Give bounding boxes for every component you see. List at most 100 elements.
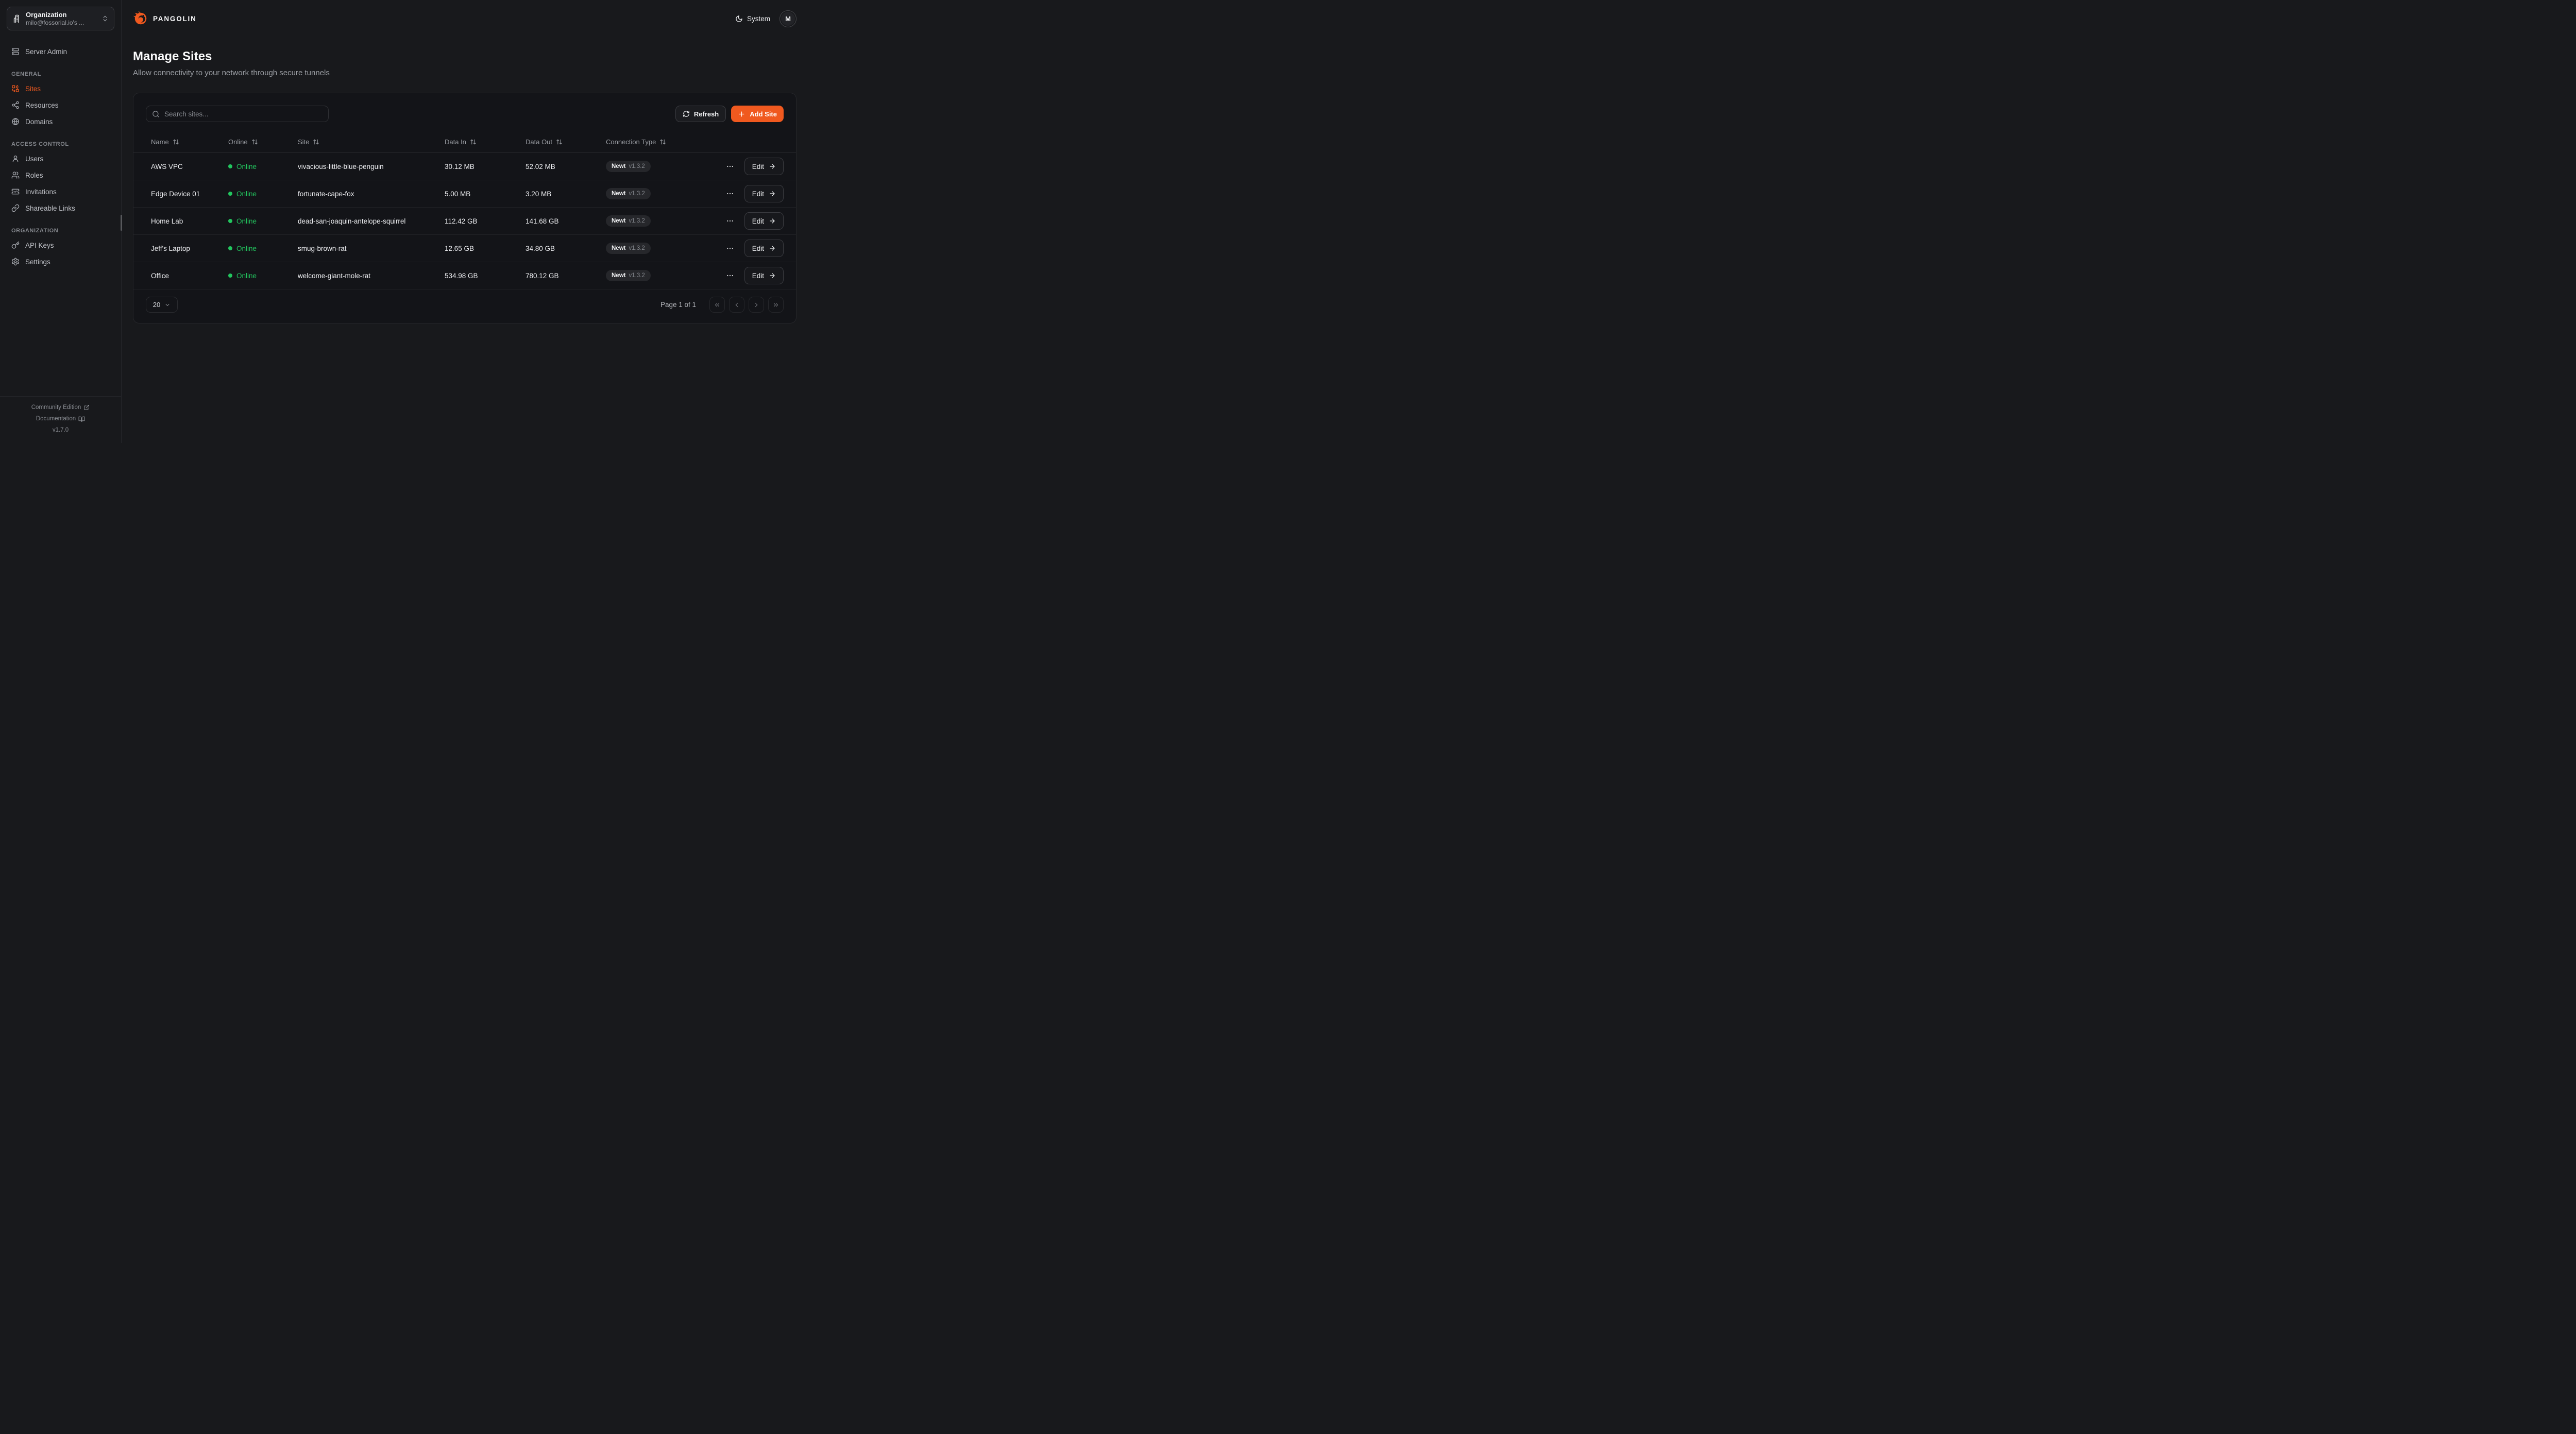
sidebar-item-users[interactable]: Users <box>7 150 114 167</box>
row-menu-button[interactable] <box>726 271 734 280</box>
page-head: Manage Sites Allow connectivity to your … <box>133 49 796 77</box>
sidebar-item-shareable-links[interactable]: Shareable Links <box>7 200 114 216</box>
column-header-name[interactable]: Name <box>146 138 223 146</box>
add-site-label: Add Site <box>750 110 777 118</box>
column-header-connection-type[interactable]: Connection Type <box>601 138 724 146</box>
sidebar-item-label: Shareable Links <box>25 204 75 212</box>
building-icon <box>12 14 21 23</box>
status-label: Online <box>236 190 257 198</box>
column-label: Online <box>228 138 248 146</box>
first-page-button[interactable] <box>709 297 725 313</box>
connection-badge: Newt v1.3.2 <box>606 188 651 199</box>
org-selector[interactable]: Organization milo@fossorial.io's ... <box>7 7 114 30</box>
row-menu-button[interactable] <box>726 217 734 225</box>
sidebar-item-resources[interactable]: Resources <box>7 97 114 113</box>
arrow-right-icon <box>769 272 776 279</box>
refresh-button[interactable]: Refresh <box>675 106 726 122</box>
data-in-value: 30.12 MB <box>445 162 474 170</box>
online-status: Online <box>223 163 293 170</box>
edit-label: Edit <box>752 190 764 198</box>
row-menu-button[interactable] <box>726 190 734 198</box>
data-in-value: 534.98 GB <box>445 271 478 280</box>
site-name: Jeff's Laptop <box>151 244 190 252</box>
edit-label: Edit <box>752 162 764 170</box>
edit-button[interactable]: Edit <box>744 240 784 257</box>
edit-button[interactable]: Edit <box>744 185 784 202</box>
column-label: Data In <box>445 138 466 146</box>
sidebar-item-domains[interactable]: Domains <box>7 113 114 130</box>
row-menu-button[interactable] <box>726 162 734 170</box>
sidebar-item-label: Invitations <box>25 187 57 196</box>
topbar-right: System M <box>735 10 796 27</box>
sidebar-item-settings[interactable]: Settings <box>7 253 114 270</box>
search-input[interactable] <box>164 110 323 118</box>
site-slug: vivacious-little-blue-penguin <box>298 162 384 170</box>
sidebar-scrollbar[interactable] <box>121 215 122 231</box>
previous-page-button[interactable] <box>729 297 744 313</box>
section-title: GENERAL <box>11 71 41 77</box>
community-edition-link[interactable]: Community Edition <box>0 402 121 413</box>
connection-type-cell: Newt v1.3.2 <box>601 161 724 172</box>
data-out-value: 141.68 GB <box>526 217 559 225</box>
section-title: ORGANIZATION <box>11 228 59 234</box>
next-page-button[interactable] <box>749 297 764 313</box>
sidebar-item-invitations[interactable]: Invitations <box>7 183 114 200</box>
pager: Page 1 of 1 <box>660 297 784 313</box>
sidebar-item-server-admin[interactable]: Server Admin <box>7 43 114 60</box>
status-label: Online <box>236 271 257 280</box>
sort-icon <box>470 139 477 145</box>
data-in-value: 5.00 MB <box>445 190 471 198</box>
documentation-label: Documentation <box>36 416 76 422</box>
data-out-value: 52.02 MB <box>526 162 555 170</box>
online-status: Online <box>223 245 293 252</box>
sidebar-item-label: Domains <box>25 117 53 126</box>
sort-icon <box>659 139 666 145</box>
page-info: Page 1 of 1 <box>660 301 696 309</box>
column-label: Name <box>151 138 169 146</box>
arrow-right-icon <box>769 190 776 197</box>
sidebar-item-label: Resources <box>25 101 59 109</box>
sites-icon <box>11 84 20 93</box>
connection-type-label: Newt <box>612 272 626 279</box>
topbar: PANGOLIN System M <box>133 0 796 37</box>
refresh-label: Refresh <box>693 110 719 118</box>
connection-type-cell: Newt v1.3.2 <box>601 188 724 199</box>
edit-button[interactable]: Edit <box>744 158 784 175</box>
sidebar-item-roles[interactable]: Roles <box>7 167 114 183</box>
invitations-icon <box>11 187 20 196</box>
arrow-right-icon <box>769 245 776 252</box>
avatar-initial: M <box>781 11 795 26</box>
add-site-button[interactable]: Add Site <box>731 106 784 122</box>
edit-button[interactable]: Edit <box>744 267 784 284</box>
user-icon <box>11 155 20 163</box>
sidebar-item-sites[interactable]: Sites <box>7 80 114 97</box>
last-page-button[interactable] <box>768 297 784 313</box>
page-title: Manage Sites <box>133 49 212 63</box>
edit-label: Edit <box>752 217 764 225</box>
column-header-online[interactable]: Online <box>223 138 293 146</box>
org-selector-title: Organization <box>26 10 67 19</box>
pager-buttons <box>709 297 784 313</box>
brand[interactable]: PANGOLIN <box>133 11 197 26</box>
avatar[interactable]: M <box>779 10 796 27</box>
sidebar: Organization milo@fossorial.io's ... Ser… <box>0 0 122 443</box>
edit-button[interactable]: Edit <box>744 212 784 230</box>
documentation-link[interactable]: Documentation <box>0 413 121 424</box>
column-header-site[interactable]: Site <box>293 138 439 146</box>
gear-icon <box>11 258 20 266</box>
sidebar-item-api-keys[interactable]: API Keys <box>7 237 114 253</box>
sidebar-section-organization: ORGANIZATION API Keys <box>7 228 114 270</box>
sites-card: Refresh Add Site Name <box>133 93 796 323</box>
search-box <box>146 106 329 122</box>
section-title: ACCESS CONTROL <box>11 141 69 147</box>
page-size-select[interactable]: 20 <box>146 297 178 313</box>
connection-type-label: Newt <box>612 245 626 251</box>
row-menu-button[interactable] <box>726 244 734 252</box>
theme-toggle-button[interactable]: System <box>735 15 770 23</box>
column-header-data-out[interactable]: Data Out <box>520 138 601 146</box>
column-header-data-in[interactable]: Data In <box>439 138 520 146</box>
sort-icon <box>251 139 258 145</box>
online-dot-icon <box>228 219 232 223</box>
row-actions: Edit <box>724 240 784 257</box>
resources-icon <box>11 101 20 109</box>
